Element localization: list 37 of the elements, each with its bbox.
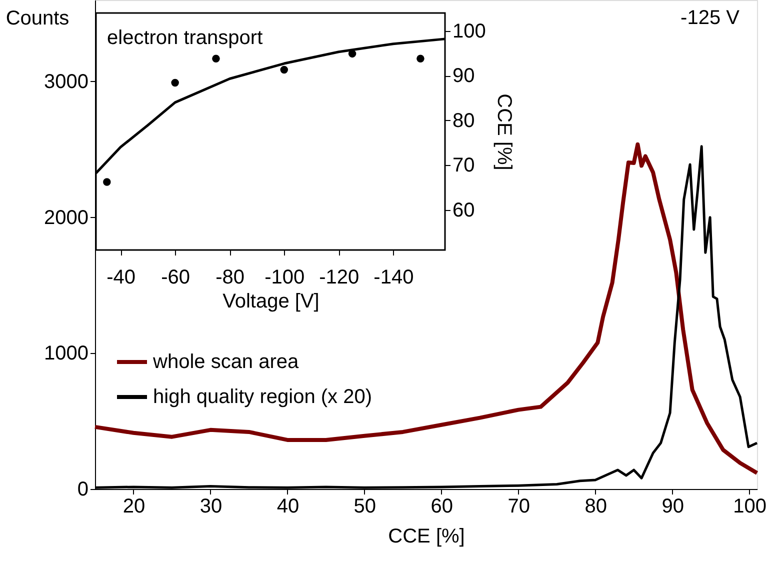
y-axis-title: CCE [%] — [492, 94, 515, 170]
legend-label: whole scan area — [152, 351, 300, 373]
x-tick-label: 40 — [276, 496, 300, 518]
x-tick-label: 80 — [584, 496, 607, 518]
x-tick-label: 20 — [122, 496, 146, 518]
y-tick-label: 100 — [452, 20, 486, 42]
text: electron transport — [107, 27, 264, 49]
y-axis-title: Counts — [6, 8, 70, 30]
y-tick-label: 90 — [452, 65, 475, 88]
x-axis-title: Voltage [V] — [222, 290, 320, 312]
x-tick-label: -80 — [216, 266, 245, 288]
y-tick-label: 2000 — [44, 206, 88, 229]
x-tick-label: -100 — [264, 266, 305, 288]
point — [416, 54, 424, 62]
y-tick-label: 60 — [452, 199, 475, 222]
y-tick-label: 80 — [452, 110, 475, 132]
x-tick-label: 90 — [662, 496, 684, 518]
x-tick-label: 70 — [508, 496, 530, 518]
point — [171, 78, 179, 87]
x-tick-label: -40 — [106, 266, 136, 288]
y-tick-label: 0 — [77, 478, 88, 500]
point — [103, 178, 111, 186]
x-tick-label: 60 — [430, 496, 454, 518]
annotation: -125 V — [680, 7, 740, 29]
y-tick-label: 70 — [452, 154, 475, 177]
x-tick-label: 50 — [354, 496, 376, 518]
x-axis-title: CCE [%] — [388, 526, 465, 548]
x-tick-label: 30 — [200, 496, 222, 518]
x-tick-label: 100 — [733, 496, 766, 518]
y-tick-label: 3000 — [44, 71, 88, 93]
point — [212, 54, 220, 62]
y-tick-label: 1000 — [44, 342, 88, 365]
x-tick-label: -140 — [374, 266, 414, 288]
point — [280, 66, 288, 74]
x-tick-label: -60 — [161, 266, 190, 288]
legend-label: high quality region (x 20) — [153, 386, 372, 408]
x-tick-label: -120 — [319, 266, 360, 288]
